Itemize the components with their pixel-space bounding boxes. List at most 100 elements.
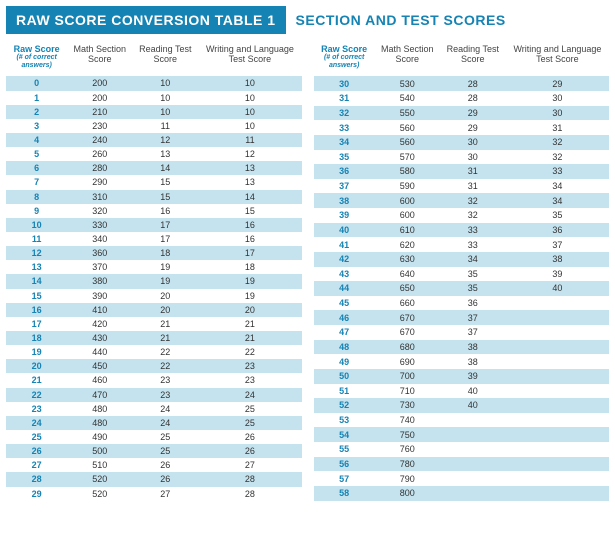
cell-raw-score: 40 xyxy=(314,223,375,238)
cell-writing: 20 xyxy=(198,303,301,317)
table-header-row: Raw Score (# of correct answers) Math Se… xyxy=(314,42,610,76)
cell-raw-score: 33 xyxy=(314,120,375,135)
cell-raw-score: 50 xyxy=(314,369,375,384)
cell-raw-score: 41 xyxy=(314,237,375,252)
cell-math: 500 xyxy=(67,444,132,458)
cell-reading: 40 xyxy=(440,384,506,399)
table-row: 345603032 xyxy=(314,135,610,150)
cell-raw-score: 46 xyxy=(314,310,375,325)
cell-raw-score: 29 xyxy=(6,487,67,501)
table-row: 204502223 xyxy=(6,359,302,373)
cell-raw-score: 51 xyxy=(314,384,375,399)
cell-math: 800 xyxy=(375,486,440,501)
cell-math: 460 xyxy=(67,373,132,387)
cell-writing: 25 xyxy=(198,416,301,430)
table-row: 93201615 xyxy=(6,204,302,218)
cell-raw-score: 6 xyxy=(6,161,67,175)
cell-math: 450 xyxy=(67,359,132,373)
cell-math: 730 xyxy=(375,398,440,413)
cell-reading: 27 xyxy=(132,487,198,501)
table-row: 54750 xyxy=(314,427,610,442)
cell-raw-score: 54 xyxy=(314,427,375,442)
cell-math: 580 xyxy=(375,164,440,179)
cell-writing: 35 xyxy=(506,208,609,223)
table-row: 315402830 xyxy=(314,91,610,106)
cell-raw-score: 37 xyxy=(314,179,375,194)
cell-writing: 26 xyxy=(198,430,301,444)
cell-reading: 34 xyxy=(440,252,506,267)
table-row: 365803133 xyxy=(314,164,610,179)
cell-raw-score: 45 xyxy=(314,296,375,311)
cell-writing xyxy=(506,486,609,501)
cell-raw-score: 8 xyxy=(6,190,67,204)
cell-math: 550 xyxy=(375,106,440,121)
cell-raw-score: 14 xyxy=(6,274,67,288)
cell-raw-score: 38 xyxy=(314,193,375,208)
cell-reading: 23 xyxy=(132,373,198,387)
cell-writing: 21 xyxy=(198,331,301,345)
cell-writing: 24 xyxy=(198,388,301,402)
cell-reading: 25 xyxy=(132,444,198,458)
cell-raw-score: 23 xyxy=(6,402,67,416)
tables-wrapper: Raw Score (# of correct answers) Math Se… xyxy=(6,42,609,501)
cell-raw-score: 28 xyxy=(6,472,67,486)
cell-writing: 17 xyxy=(198,246,301,260)
cell-raw-score: 19 xyxy=(6,345,67,359)
cell-reading: 38 xyxy=(440,340,506,355)
cell-writing xyxy=(506,296,609,311)
cell-writing xyxy=(506,325,609,340)
table-row: 4767037 xyxy=(314,325,610,340)
cell-raw-score: 49 xyxy=(314,354,375,369)
cell-raw-score: 1 xyxy=(6,91,67,105)
cell-raw-score: 7 xyxy=(6,175,67,189)
cell-writing: 13 xyxy=(198,175,301,189)
table-row: 55760 xyxy=(314,442,610,457)
table-row: 265002526 xyxy=(6,444,302,458)
cell-writing: 10 xyxy=(198,76,301,90)
conversion-table-left: Raw Score (# of correct answers) Math Se… xyxy=(6,42,302,501)
table-row: 42401211 xyxy=(6,133,302,147)
cell-math: 480 xyxy=(67,416,132,430)
cell-math: 240 xyxy=(67,133,132,147)
table-row: 375903134 xyxy=(314,179,610,194)
cell-raw-score: 9 xyxy=(6,204,67,218)
col-raw-score: Raw Score (# of correct answers) xyxy=(314,42,375,76)
cell-reading: 22 xyxy=(132,345,198,359)
cell-writing xyxy=(506,413,609,428)
cell-math: 360 xyxy=(67,246,132,260)
col-reading: Reading Test Score xyxy=(440,42,506,76)
table-row: 436403539 xyxy=(314,267,610,282)
table-row: 406103336 xyxy=(314,223,610,238)
cell-reading: 19 xyxy=(132,260,198,274)
cell-raw-score: 43 xyxy=(314,267,375,282)
cell-reading: 39 xyxy=(440,369,506,384)
cell-raw-score: 36 xyxy=(314,164,375,179)
cell-reading: 18 xyxy=(132,246,198,260)
cell-writing: 36 xyxy=(506,223,609,238)
cell-math: 750 xyxy=(375,427,440,442)
cell-math: 410 xyxy=(67,303,132,317)
col-reading: Reading Test Score xyxy=(132,42,198,76)
cell-raw-score: 55 xyxy=(314,442,375,457)
table-header-row: Raw Score (# of correct answers) Math Se… xyxy=(6,42,302,76)
cell-reading: 17 xyxy=(132,232,198,246)
cell-raw-score: 58 xyxy=(314,486,375,501)
cell-writing: 39 xyxy=(506,267,609,282)
col-raw-sub: (# of correct answers) xyxy=(8,54,65,70)
cell-reading: 33 xyxy=(440,223,506,238)
cell-raw-score: 3 xyxy=(6,119,67,133)
cell-raw-score: 12 xyxy=(6,246,67,260)
table-row: 153902019 xyxy=(6,289,302,303)
cell-writing: 19 xyxy=(198,274,301,288)
cell-math: 600 xyxy=(375,208,440,223)
cell-writing: 23 xyxy=(198,373,301,387)
table-row: 335602931 xyxy=(314,120,610,135)
cell-writing: 32 xyxy=(506,150,609,165)
cell-writing: 18 xyxy=(198,260,301,274)
table-body-right: 3053028293154028303255029303356029313456… xyxy=(314,76,610,500)
cell-reading: 28 xyxy=(440,91,506,106)
cell-math: 560 xyxy=(375,120,440,135)
cell-writing: 32 xyxy=(506,135,609,150)
cell-raw-score: 25 xyxy=(6,430,67,444)
cell-raw-score: 16 xyxy=(6,303,67,317)
